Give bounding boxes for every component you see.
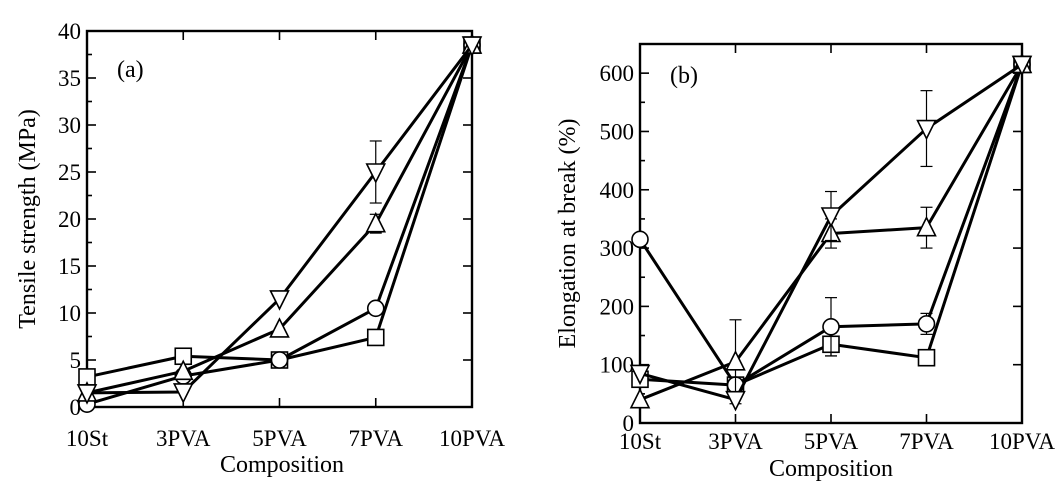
x-tick-label: 10PVA [989, 429, 1055, 454]
y-tick-label: 600 [600, 61, 635, 86]
series-triangle-down [629, 55, 1033, 412]
x-axis-title: Composition [769, 456, 893, 481]
data-point-triangle-up [916, 215, 937, 237]
data-point-circle [270, 351, 289, 369]
x-tick-label: 5PVA [252, 426, 307, 451]
x-tick-label: 10PVA [439, 426, 505, 451]
y-axis-title: Elongation at break (%) [555, 119, 581, 349]
data-point-triangle-up [629, 387, 651, 409]
panel-label: (b) [670, 63, 698, 89]
y-tick-label: 35 [58, 66, 81, 91]
data-point-circle [366, 299, 385, 318]
y-tick-label: 500 [600, 119, 635, 144]
data-point-triangle-up [725, 349, 746, 371]
y-tick-label: 25 [58, 160, 81, 185]
data-point-triangle-down [725, 390, 746, 412]
x-tick-label: 3PVA [708, 429, 763, 454]
data-point-triangle-up [172, 359, 194, 381]
series-triangle-up [76, 33, 483, 402]
x-tick-label: 3PVA [156, 426, 211, 451]
data-point-square [366, 328, 385, 347]
x-tick-label: 7PVA [348, 426, 403, 451]
data-point-triangle-down [172, 383, 194, 404]
data-point-triangle-down [1011, 55, 1033, 77]
data-point-triangle-up [269, 317, 290, 338]
panel-a-tensile-strength: 0 5 10 15 20 25 30 35 40 10St 3PVA 5PVA 7PVA 10PVA Com… [15, 19, 505, 478]
x-tick-label: 10St [619, 429, 662, 454]
data-point-triangle-down [820, 207, 842, 228]
data-point-triangle-down [629, 364, 651, 386]
data-point-square [917, 348, 936, 367]
data-point-circle [822, 317, 840, 336]
data-point-triangle-down [269, 290, 290, 311]
y-tick-label: 15 [58, 254, 81, 279]
y-tick-label: 20 [58, 207, 81, 232]
data-point-circle [917, 315, 936, 333]
data-point-triangle-up [365, 211, 387, 233]
data-point-triangle-down [916, 119, 937, 141]
panel-b-elongation-at-break: 0 100 200 300 400 500 600 10St 3PVA 5PVA 7PVA 10PVA… [555, 42, 1055, 481]
y-tick-label: 200 [600, 294, 635, 319]
y-tick-label: 0 [623, 411, 635, 436]
y-tick-label: 40 [58, 19, 81, 44]
y-tick-label: 30 [58, 113, 81, 138]
data-point-circle [631, 230, 649, 249]
data-point-triangle-down [461, 36, 483, 57]
x-tick-label: 5PVA [804, 429, 859, 454]
data-point-triangle-down [76, 384, 98, 405]
y-tick-label: 300 [600, 236, 635, 261]
series-triangle-down [76, 36, 483, 405]
y-tick-label: 400 [600, 178, 635, 203]
x-tick-label: 10St [66, 426, 109, 451]
y-tick-label: 0 [70, 395, 82, 420]
y-tick-label: 100 [600, 353, 635, 378]
y-axis-title: Tensile strength (MPa) [15, 109, 41, 329]
data-point-triangle-down [365, 163, 387, 184]
y-tick-label: 5 [70, 348, 82, 373]
y-tick-label: 10 [58, 301, 81, 326]
series-circle [78, 36, 481, 413]
x-tick-label: 7PVA [899, 429, 954, 454]
x-axis-title: Composition [220, 452, 344, 478]
panel-label: (a) [117, 57, 144, 83]
